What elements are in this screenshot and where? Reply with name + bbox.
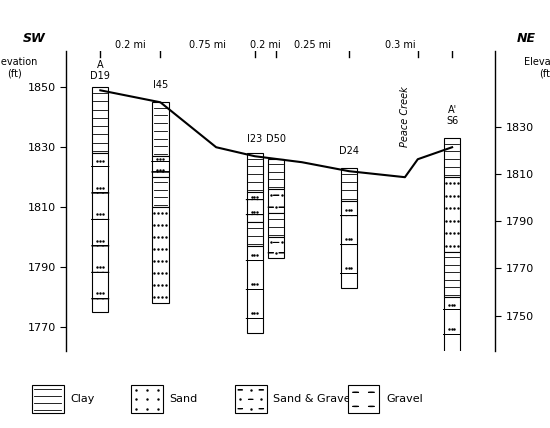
Text: 0.2 mi: 0.2 mi [250, 40, 281, 50]
Bar [444, 252, 460, 297]
Bar [152, 102, 168, 156]
Bar [444, 297, 460, 372]
Bar [444, 138, 460, 177]
Bar [348, 385, 380, 413]
Bar [341, 201, 358, 288]
Bar [152, 156, 168, 177]
Bar [152, 207, 168, 303]
Text: Gravel: Gravel [386, 394, 423, 404]
Bar [246, 222, 263, 246]
Text: D24: D24 [339, 146, 359, 156]
Text: A'
S6: A' S6 [446, 105, 458, 126]
Text: I23: I23 [247, 134, 262, 144]
Text: NE: NE [516, 33, 536, 45]
Text: Elevation
(ft): Elevation (ft) [0, 57, 37, 79]
Text: 0.25 mi: 0.25 mi [294, 40, 331, 50]
Text: 0.75 mi: 0.75 mi [189, 40, 226, 50]
Bar [32, 385, 64, 413]
Bar [444, 177, 460, 252]
Bar [246, 153, 263, 192]
Text: 0.2 mi: 0.2 mi [115, 40, 146, 50]
Bar [268, 189, 284, 213]
Text: I45: I45 [153, 80, 168, 90]
Bar [235, 385, 267, 413]
Text: Elevation
(ft): Elevation (ft) [524, 57, 550, 79]
Text: Peace Creek: Peace Creek [400, 86, 410, 147]
Text: Sand & Gravel: Sand & Gravel [273, 394, 354, 404]
Bar [268, 159, 284, 189]
Bar [268, 213, 284, 237]
Bar [268, 237, 284, 258]
Text: Clay: Clay [70, 394, 95, 404]
Bar [92, 153, 108, 312]
Text: Sand: Sand [169, 394, 198, 404]
Bar [92, 87, 108, 153]
Bar [152, 177, 168, 207]
Text: D50: D50 [266, 134, 286, 144]
Bar [341, 168, 358, 201]
Text: 0.3 mi: 0.3 mi [386, 40, 416, 50]
Bar [246, 192, 263, 222]
Text: SW: SW [23, 33, 46, 45]
Bar [131, 385, 163, 413]
Text: A
D19: A D19 [90, 60, 110, 81]
Bar [444, 372, 460, 428]
Bar [246, 246, 263, 333]
